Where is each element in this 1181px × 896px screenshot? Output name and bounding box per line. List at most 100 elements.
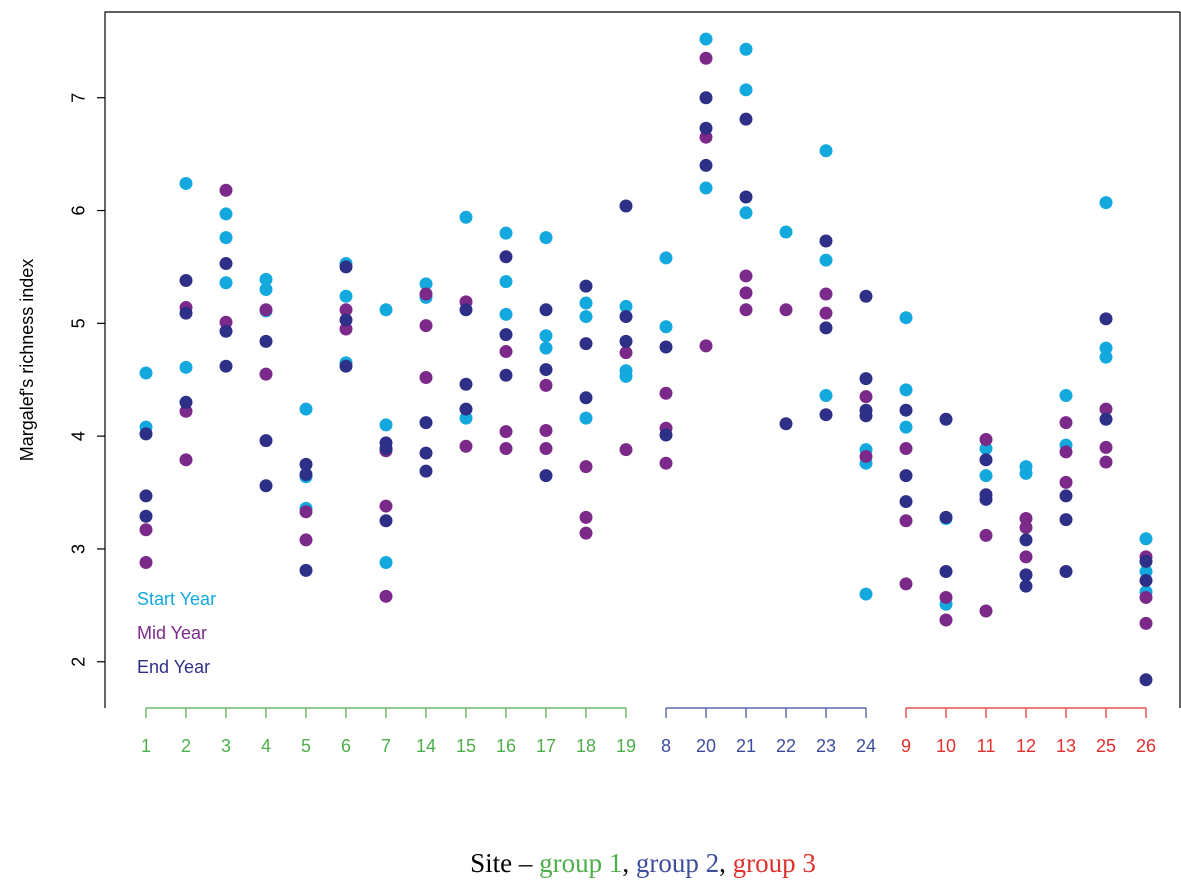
point xyxy=(1099,350,1113,364)
point xyxy=(899,577,913,591)
point xyxy=(1059,489,1073,503)
point xyxy=(939,613,953,627)
x-tick-label: 16 xyxy=(496,736,516,756)
point xyxy=(899,469,913,483)
point xyxy=(259,334,273,348)
point xyxy=(259,367,273,381)
point xyxy=(419,287,433,301)
point xyxy=(979,604,993,618)
x-tick-label: 20 xyxy=(696,736,716,756)
point xyxy=(939,590,953,604)
point xyxy=(259,434,273,448)
point xyxy=(1139,574,1153,588)
point xyxy=(1059,389,1073,403)
point xyxy=(859,587,873,601)
point xyxy=(379,555,393,569)
point xyxy=(339,322,353,336)
point xyxy=(219,276,233,290)
point xyxy=(859,289,873,303)
point xyxy=(1139,554,1153,568)
x-tick-label: 12 xyxy=(1016,736,1036,756)
point xyxy=(819,321,833,335)
x-tick-label: 17 xyxy=(536,736,556,756)
point xyxy=(539,424,553,438)
point xyxy=(419,446,433,460)
point xyxy=(739,286,753,300)
point xyxy=(979,442,993,456)
point xyxy=(539,378,553,392)
point xyxy=(819,389,833,403)
point xyxy=(979,433,993,447)
point xyxy=(139,427,153,441)
point xyxy=(539,231,553,245)
x-axis-title-part: group 3 xyxy=(733,848,816,878)
point xyxy=(979,469,993,483)
point xyxy=(299,402,313,416)
x-axis-title-part: group 1 xyxy=(539,848,622,878)
point xyxy=(1019,511,1033,525)
point xyxy=(259,272,273,286)
point xyxy=(819,287,833,301)
point xyxy=(419,370,433,384)
point xyxy=(579,411,593,425)
point xyxy=(499,328,513,342)
point xyxy=(579,460,593,474)
point xyxy=(739,303,753,317)
x-tick-label: 25 xyxy=(1096,736,1116,756)
point xyxy=(779,417,793,431)
point xyxy=(579,337,593,351)
x-tick-label: 24 xyxy=(856,736,876,756)
point xyxy=(699,158,713,172)
x-tick-label: 10 xyxy=(936,736,956,756)
point xyxy=(539,329,553,343)
x-tick-label: 26 xyxy=(1136,736,1156,756)
point xyxy=(299,467,313,481)
point xyxy=(1139,532,1153,546)
x-tick-label: 9 xyxy=(901,736,911,756)
point xyxy=(979,453,993,467)
point xyxy=(499,307,513,321)
x-axis-title-part: Site – xyxy=(470,848,539,878)
x-tick-label: 22 xyxy=(776,736,796,756)
point xyxy=(699,91,713,105)
x-tick-label: 18 xyxy=(576,736,596,756)
point xyxy=(1099,341,1113,355)
legend-label: End Year xyxy=(137,657,210,677)
point xyxy=(739,83,753,97)
y-tick-label: 7 xyxy=(69,93,89,103)
point xyxy=(619,199,633,213)
x-tick-label: 13 xyxy=(1056,736,1076,756)
point xyxy=(179,404,193,418)
point xyxy=(539,303,553,317)
point xyxy=(339,313,353,327)
point xyxy=(499,250,513,264)
point xyxy=(179,453,193,467)
x-tick-label: 7 xyxy=(381,736,391,756)
point xyxy=(699,32,713,46)
point xyxy=(939,565,953,579)
y-tick-label: 4 xyxy=(69,431,89,441)
x-axis-title-part: group 2 xyxy=(636,848,719,878)
point xyxy=(699,181,713,195)
point xyxy=(659,340,673,354)
point xyxy=(659,456,673,470)
point xyxy=(419,277,433,291)
legend-label: Start Year xyxy=(137,589,216,609)
point xyxy=(219,207,233,221)
x-tick-label: 21 xyxy=(736,736,756,756)
point xyxy=(779,303,793,317)
point xyxy=(1019,568,1033,582)
point xyxy=(499,345,513,359)
point xyxy=(899,442,913,456)
point xyxy=(579,296,593,310)
point xyxy=(379,589,393,603)
point xyxy=(499,368,513,382)
point xyxy=(219,315,233,329)
point xyxy=(939,510,953,524)
point xyxy=(619,369,633,383)
point xyxy=(379,499,393,513)
x-tick-label: 14 xyxy=(416,736,436,756)
point xyxy=(899,514,913,528)
point xyxy=(139,555,153,569)
point xyxy=(739,112,753,126)
